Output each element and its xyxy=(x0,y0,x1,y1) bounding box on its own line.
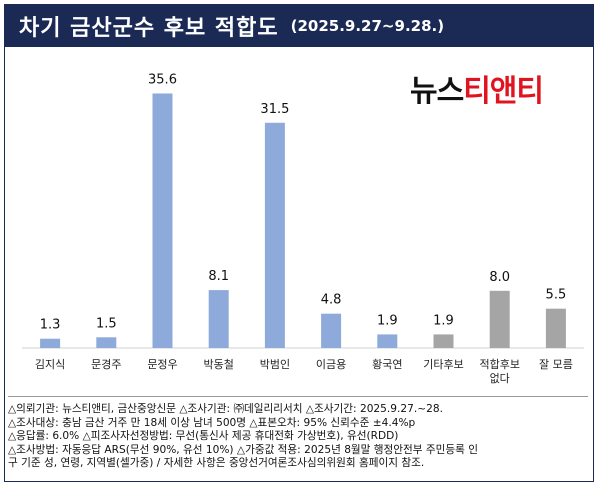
category-label: 문경주 xyxy=(91,358,121,371)
logo-part-black: 뉴스 xyxy=(410,74,464,109)
header-bar: 차기 금산군수 후보 적합도 (2025.9.27~9.28.) xyxy=(5,5,593,47)
bar-chart: 1.3 김지식 1.5 문경주 35.6 문정우 8.1 박동철 31.5 박범인 4.8 이금용 1.… xyxy=(22,72,584,385)
category-label: 황국연 xyxy=(372,358,402,371)
value-label: 4.8 xyxy=(321,293,342,308)
footnote-line: △응답률: 6.0% △피조사자선정방법: 무선(통신사 제공 휴대전화 가상번… xyxy=(8,430,399,443)
category-label: 김지식 xyxy=(35,358,65,371)
category-label: 박동철 xyxy=(204,358,234,371)
bar xyxy=(377,334,398,348)
category-label: 박범인 xyxy=(260,358,290,371)
category-label: 이금용 xyxy=(316,358,346,371)
category-label: 기타후보 xyxy=(423,358,463,371)
survey-footnote: △의뢰기관: 뉴스티앤티, 금산중앙신문 △조사기관: ㈜데일리리서치 △조사기… xyxy=(8,396,588,471)
bar xyxy=(433,334,454,348)
value-label: 1.3 xyxy=(40,318,61,333)
bar xyxy=(152,93,173,349)
bar xyxy=(321,313,342,348)
logo-part-red: 티앤티 xyxy=(463,74,544,109)
bar xyxy=(40,338,61,348)
value-label: 1.5 xyxy=(96,316,117,331)
value-label: 8.0 xyxy=(489,270,510,285)
category-label: 적합후보 xyxy=(479,358,519,371)
category-label: 잘 모름 xyxy=(539,358,573,371)
survey-period: (2025.9.27~9.28.) xyxy=(290,17,445,35)
card-frame: 차기 금산군수 후보 적합도 (2025.9.27~9.28.) xyxy=(4,4,594,482)
bar xyxy=(96,337,117,348)
footnote-line: △조사대상: 충남 금산 거주 만 18세 이상 남녀 500명 △표본오차: … xyxy=(8,416,416,429)
news-logo: 뉴스 티앤티 xyxy=(410,70,544,110)
bar xyxy=(208,290,229,348)
bar xyxy=(545,308,566,348)
value-label: 1.9 xyxy=(377,313,398,328)
value-label: 31.5 xyxy=(260,102,289,117)
bars-group: 1.3 김지식 1.5 문경주 35.6 문정우 8.1 박동철 31.5 박범인 4.8 이금용 1.… xyxy=(35,72,573,385)
footnote-line: 구 기준 성, 연령, 지역별(셀가중) / 자세한 사항은 중앙선거여론조사심… xyxy=(8,457,425,470)
bar xyxy=(489,290,510,348)
category-label: 없다 xyxy=(490,372,510,385)
value-label: 8.1 xyxy=(208,269,229,284)
value-label: 1.9 xyxy=(433,313,454,328)
value-label: 35.6 xyxy=(148,72,177,87)
category-label: 문정우 xyxy=(147,358,177,371)
footnote-line: △조사방법: 자동응답 ARS(무선 90%, 유선 10%) △가중값 적용:… xyxy=(8,443,478,456)
value-label: 5.5 xyxy=(546,288,567,303)
footnote-line: △의뢰기관: 뉴스티앤티, 금산중앙신문 △조사기관: ㈜데일리리서치 △조사기… xyxy=(8,403,443,415)
chart-title: 차기 금산군수 후보 적합도 xyxy=(19,16,279,41)
bar xyxy=(264,122,285,349)
